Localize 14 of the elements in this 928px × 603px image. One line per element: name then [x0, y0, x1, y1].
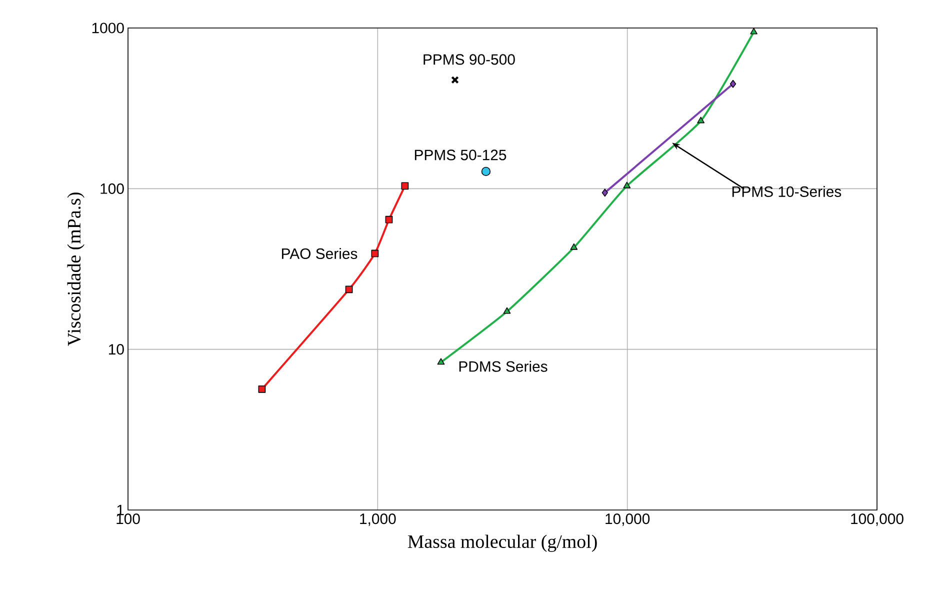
y-tick-label: 10: [109, 344, 124, 355]
annotation: PPMS 90-500: [424, 54, 515, 65]
y-axis-title: Viscosidade (mPa.s): [67, 192, 84, 346]
x-tick-label: 100,000: [851, 514, 904, 526]
annotation: PPMS 10-Series: [732, 186, 842, 197]
annotation: PPMS 50-125: [414, 150, 506, 160]
annotation: PDMS Series: [459, 360, 548, 372]
x-tick-label: 100: [116, 514, 140, 524]
x-axis-title: Massa molecular (g/mol): [408, 534, 597, 552]
y-tick-label: 1000: [92, 22, 124, 34]
x-tick-label: 10,000: [606, 514, 650, 526]
x-tick-label: 1,000: [360, 514, 396, 526]
annotation: PAO Series: [282, 248, 358, 259]
y-tick-label: 100: [100, 183, 124, 194]
